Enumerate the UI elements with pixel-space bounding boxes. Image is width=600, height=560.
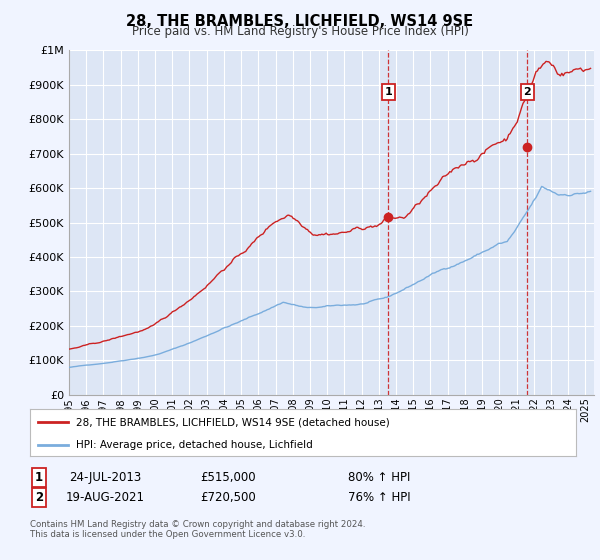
Text: £720,500: £720,500 bbox=[200, 491, 256, 504]
Text: 1: 1 bbox=[385, 87, 392, 97]
Text: 80% ↑ HPI: 80% ↑ HPI bbox=[348, 470, 410, 484]
Text: 28, THE BRAMBLES, LICHFIELD, WS14 9SE: 28, THE BRAMBLES, LICHFIELD, WS14 9SE bbox=[127, 14, 473, 29]
Text: 28, THE BRAMBLES, LICHFIELD, WS14 9SE (detached house): 28, THE BRAMBLES, LICHFIELD, WS14 9SE (d… bbox=[76, 417, 390, 427]
Text: 24-JUL-2013: 24-JUL-2013 bbox=[69, 470, 141, 484]
Text: HPI: Average price, detached house, Lichfield: HPI: Average price, detached house, Lich… bbox=[76, 440, 313, 450]
Text: 1: 1 bbox=[35, 470, 43, 484]
Text: 2: 2 bbox=[35, 491, 43, 504]
Text: 76% ↑ HPI: 76% ↑ HPI bbox=[348, 491, 410, 504]
Text: £515,000: £515,000 bbox=[200, 470, 256, 484]
Text: Price paid vs. HM Land Registry's House Price Index (HPI): Price paid vs. HM Land Registry's House … bbox=[131, 25, 469, 38]
Text: 19-AUG-2021: 19-AUG-2021 bbox=[65, 491, 145, 504]
Text: 2: 2 bbox=[524, 87, 531, 97]
Text: Contains HM Land Registry data © Crown copyright and database right 2024.
This d: Contains HM Land Registry data © Crown c… bbox=[30, 520, 365, 539]
